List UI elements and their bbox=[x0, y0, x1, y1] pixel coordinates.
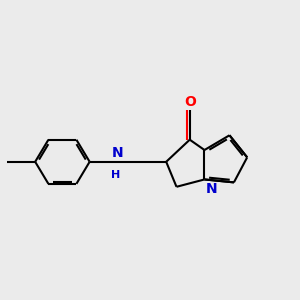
Text: O: O bbox=[184, 95, 196, 109]
Text: H: H bbox=[111, 170, 120, 180]
Text: N: N bbox=[206, 182, 218, 197]
Text: N: N bbox=[112, 146, 123, 160]
